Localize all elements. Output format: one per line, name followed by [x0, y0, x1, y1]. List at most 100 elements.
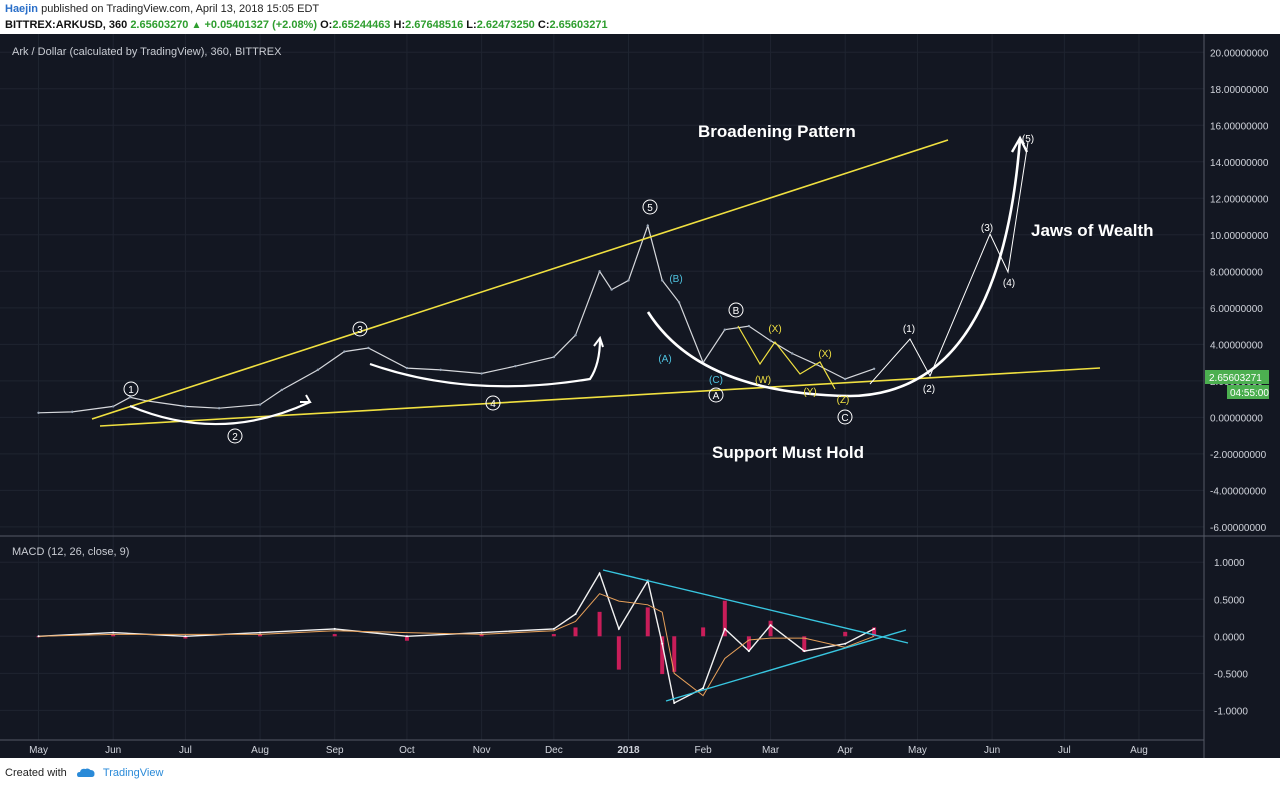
time-tick-label: Aug — [251, 745, 269, 756]
macd-tick-label: 0.5000 — [1214, 595, 1245, 606]
macd-histogram-bar — [332, 634, 337, 637]
price-point — [791, 352, 794, 355]
price-point — [844, 377, 847, 381]
price-tick-label: 8.00000000 — [1210, 267, 1263, 278]
grid — [0, 34, 1204, 740]
price-change: +0.05401327 (+2.08%) — [204, 19, 318, 31]
tradingview-brand-link[interactable]: TradingView — [102, 767, 164, 779]
price-point — [217, 407, 221, 410]
arc-wave-2 — [129, 401, 311, 426]
macd-point — [673, 701, 676, 704]
price-point — [661, 279, 664, 282]
wave-labels: 1 2 3 4 5 A B C — [123, 199, 853, 444]
wave-3-label: 3 — [357, 325, 363, 336]
price-point — [71, 410, 74, 414]
macd-histogram-bar — [802, 636, 807, 652]
macd-histogram-bar — [660, 636, 665, 675]
price-tick-label: 10.00000000 — [1210, 231, 1269, 242]
time-tick-label: Jul — [1058, 745, 1071, 756]
time-tick-label: Aug — [1130, 745, 1148, 756]
macd-histogram-bar — [722, 600, 727, 637]
macd-histogram-bar — [701, 627, 706, 637]
macd-point — [598, 572, 601, 575]
macd-point — [873, 627, 876, 630]
broadening-pattern-label: Broadening Pattern — [698, 122, 856, 141]
macd-point — [333, 627, 336, 630]
wave-a-label: A — [713, 391, 720, 402]
price-point — [514, 365, 517, 368]
wave-c-circle — [837, 409, 853, 425]
macd-histogram-bar — [645, 607, 650, 637]
author-link[interactable]: Haejin — [5, 3, 39, 15]
price-point — [405, 366, 409, 370]
price-point — [480, 372, 483, 375]
macd-point — [747, 650, 750, 653]
macd-point — [661, 642, 664, 645]
projected-3-label: (3) — [981, 223, 993, 234]
macd-histogram-bar — [672, 636, 677, 672]
time-tick-label: Sep — [326, 745, 344, 756]
price-point — [280, 388, 283, 392]
projected-5-label: (5) — [1022, 134, 1034, 145]
price-tick-label: 0.00000000 — [1210, 413, 1263, 424]
macd-axis[interactable]: 1.0000 0.5000 0.0000 -0.5000 -1.0000 — [1214, 558, 1248, 717]
wxy-subwave-line — [737, 325, 836, 390]
price-series-line — [38, 223, 875, 414]
price-point — [439, 368, 442, 372]
time-axis[interactable]: May Jun Jul Aug Sep Oct Nov Dec 2018 Feb Mar Apr May… — [29, 745, 1148, 756]
publish-line: Haejin published on TradingView.com, Apr… — [5, 3, 319, 15]
countdown-badge — [1227, 385, 1269, 399]
footer: Created with TradingView — [0, 758, 1280, 789]
wave-2-circle — [227, 428, 243, 444]
price-tick-label: 14.00000000 — [1210, 158, 1269, 169]
price-tick-label: -4.00000000 — [1210, 486, 1267, 497]
cloud-icon — [76, 768, 95, 778]
wave-b-circle — [728, 302, 744, 318]
symbol-label: BITTREX:ARKUSD, 360 — [5, 19, 128, 31]
chart-area[interactable]: Ark / Dollar (calculated by TradingView)… — [0, 34, 1280, 758]
time-tick-label: May — [29, 745, 48, 756]
macd-point — [552, 627, 555, 630]
price-point — [552, 355, 556, 359]
price-point — [598, 270, 601, 273]
time-tick-label: Dec — [545, 745, 563, 756]
price-point — [184, 405, 187, 408]
macd-tick-label: -0.5000 — [1214, 669, 1248, 680]
high-value: 2.67648516 — [405, 19, 464, 31]
price-point — [111, 405, 115, 408]
ohlc-line: BITTREX:ARKUSD, 360 2.65603270 ▲ +0.0540… — [5, 19, 608, 31]
price-tick-label: 12.00000000 — [1210, 194, 1269, 205]
price-point — [610, 288, 613, 291]
price-axis[interactable]: 20.00000000 18.00000000 16.00000000 14.0000… — [1210, 48, 1269, 534]
price-point — [677, 301, 681, 304]
macd-point — [769, 624, 772, 627]
annotation-titles: Broadening Pattern Jaws of Wealth Suppor… — [698, 122, 1154, 462]
macd-point — [480, 631, 483, 634]
low-label: L: — [466, 19, 477, 31]
macd-point — [37, 635, 40, 638]
macd-point — [184, 635, 187, 638]
last-price-badge — [1205, 370, 1269, 384]
sub-wave-labels: (A) (B) (C) (X) (X) (W) (Y) (Z) (1) (2) … — [658, 134, 1034, 406]
wave-x1-label: (X) — [768, 324, 781, 335]
macd-point — [259, 631, 262, 634]
price-tick-label: 16.00000000 — [1210, 121, 1269, 132]
wave-1-circle — [123, 381, 139, 397]
macd-tick-label: -1.0000 — [1214, 706, 1248, 717]
time-tick-label: 2018 — [617, 745, 640, 756]
price-point — [367, 346, 370, 350]
wave-5-circle — [642, 199, 658, 215]
macd-point — [844, 642, 847, 645]
broadening-lower-trendline — [99, 367, 1101, 427]
time-tick-label: Oct — [399, 745, 415, 756]
macd-tick-label: 0.0000 — [1214, 632, 1245, 643]
macd-histogram-bar — [573, 627, 578, 637]
macd-histogram-bar — [746, 636, 751, 650]
up-triangle-icon: ▲ — [191, 20, 202, 31]
projected-2-label: (2) — [923, 384, 935, 395]
macd-signal-line — [38, 593, 875, 697]
countdown-badge-text: 04:55:00 — [1230, 388, 1269, 399]
price-tick-label: 6.00000000 — [1210, 304, 1263, 315]
wave-c-label: C — [841, 413, 848, 424]
projected-4-label: (4) — [1003, 278, 1015, 289]
